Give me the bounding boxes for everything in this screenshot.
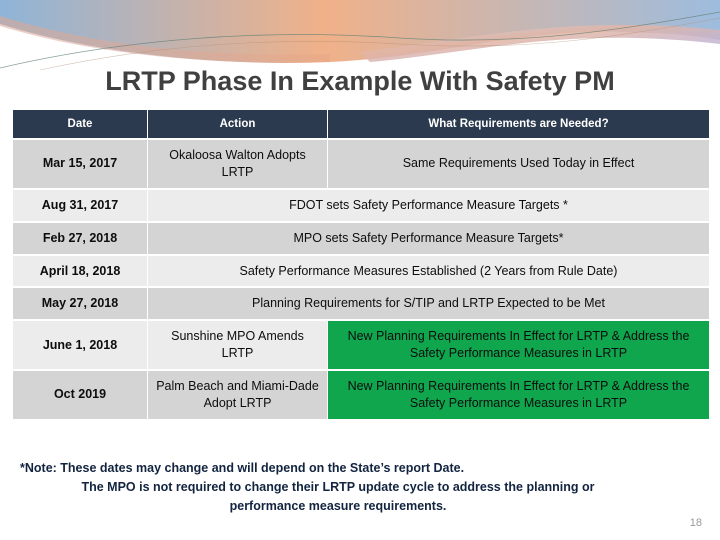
table-body: Mar 15, 2017 Okaloosa Walton Adopts LRTP S…: [13, 140, 709, 419]
table-header-row: Date Action What Requirements are Needed…: [13, 110, 709, 138]
cell-requirement-merged: Safety Performance Measures Established …: [148, 255, 709, 287]
cell-date: May 27, 2018: [13, 288, 147, 320]
cell-date: June 1, 2018: [13, 321, 147, 369]
table-row: Feb 27, 2018 MPO sets Safety Performance …: [13, 222, 709, 254]
table-row: Mar 15, 2017 Okaloosa Walton Adopts LRTP S…: [13, 140, 709, 188]
lrtp-phase-in-table: Date Action What Requirements are Needed…: [12, 108, 710, 421]
column-header-date: Date: [13, 110, 147, 138]
footnote-line-2: The MPO is not required to change their …: [81, 479, 595, 494]
page-number: 18: [689, 517, 702, 529]
cell-requirement: Same Requirements Used Today in Effect: [328, 140, 709, 188]
cell-requirement-highlighted: New Planning Requirements In Effect for …: [328, 371, 709, 419]
cell-action: Sunshine MPO Amends LRTP: [148, 321, 327, 369]
table-row: April 18, 2018 Safety Performance Measure…: [13, 255, 709, 287]
cell-date: April 18, 2018: [13, 255, 147, 287]
table-row: June 1, 2018 Sunshine MPO Amends LRTP New …: [13, 321, 709, 369]
cell-date: Feb 27, 2018: [13, 222, 147, 254]
cell-date: Mar 15, 2017: [13, 140, 147, 188]
decorative-header-banner: [0, 0, 720, 72]
table-row: Oct 2019 Palm Beach and Miami-Dade Adopt …: [13, 371, 709, 419]
cell-action: Palm Beach and Miami-Dade Adopt LRTP: [148, 371, 327, 419]
cell-requirement-merged: MPO sets Safety Performance Measure Targ…: [148, 222, 709, 254]
cell-requirement-merged: FDOT sets Safety Performance Measure Tar…: [148, 189, 709, 221]
cell-requirement-merged: Planning Requirements for S/TIP and LRTP…: [148, 288, 709, 320]
column-header-action: Action: [148, 110, 327, 138]
cell-action: Okaloosa Walton Adopts LRTP: [148, 140, 327, 188]
footnote-line-1: *Note: These dates may change and will d…: [20, 461, 465, 475]
table-row: May 27, 2018 Planning Requirements for S/…: [13, 288, 709, 320]
table-header: Date Action What Requirements are Needed…: [13, 110, 709, 138]
banner-swoosh-graphic: [0, 0, 720, 72]
column-header-requirements: What Requirements are Needed?: [328, 110, 709, 138]
cell-date: Oct 2019: [13, 371, 147, 419]
footnote: *Note: These dates may change and will d…: [14, 459, 662, 515]
footnote-line-3: performance measure requirements.: [229, 498, 447, 513]
cell-requirement-highlighted: New Planning Requirements In Effect for …: [328, 321, 709, 369]
table-row: Aug 31, 2017 FDOT sets Safety Performance…: [13, 189, 709, 221]
page-title: LRTP Phase In Example With Safety PM: [105, 66, 615, 96]
cell-date: Aug 31, 2017: [13, 189, 147, 221]
